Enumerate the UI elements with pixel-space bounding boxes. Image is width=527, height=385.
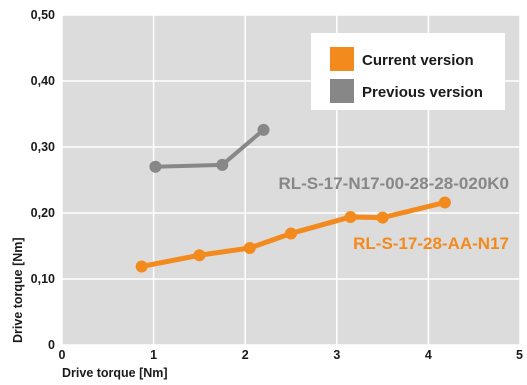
- y-tick-label: 0,50: [31, 8, 55, 22]
- data-point: [285, 227, 297, 240]
- data-point: [438, 196, 451, 209]
- data-point: [193, 249, 206, 262]
- data-point: [149, 160, 162, 173]
- series-previous: [149, 123, 270, 173]
- x-axis-ticks: 0 1 2 3 4 5: [59, 348, 524, 362]
- legend: Current version Previous version: [311, 33, 505, 110]
- series-label-previous: RL-S-17-N17-00-28-28-020K0: [278, 174, 509, 193]
- y-axis-ticks: 0 0,10 0,20 0,30 0,40 0,50: [31, 8, 55, 352]
- grid-lines: [61, 14, 521, 346]
- x-tick-label: 4: [425, 348, 432, 362]
- y-tick-label: 0,30: [31, 140, 55, 154]
- data-point: [216, 158, 229, 171]
- data-point: [257, 123, 270, 136]
- y-tick-label: 0: [48, 338, 55, 352]
- legend-label-current: Current version: [362, 52, 474, 69]
- data-point: [135, 260, 148, 273]
- y-tick-label: 0,10: [31, 272, 55, 286]
- legend-swatch-current: [330, 47, 354, 71]
- legend-label-previous: Previous version: [362, 84, 483, 101]
- y-axis-title: Drive torque [Nm]: [11, 237, 25, 343]
- data-point: [376, 211, 389, 224]
- x-tick-label: 3: [333, 348, 340, 362]
- data-point: [344, 210, 357, 223]
- x-tick-label: 2: [242, 348, 249, 362]
- x-tick-label: 0: [59, 348, 66, 362]
- series-current: [135, 196, 451, 273]
- y-tick-label: 0,20: [31, 206, 55, 220]
- data-point: [243, 241, 256, 254]
- y-tick-label: 0,40: [31, 74, 55, 88]
- x-axis-title: Drive torque [Nm]: [62, 366, 168, 380]
- legend-swatch-previous: [330, 79, 354, 103]
- x-tick-label: 1: [150, 348, 157, 362]
- series-layer: [135, 123, 451, 273]
- series-label-current: RL-S-17-28-AA-N17: [353, 234, 509, 253]
- x-tick-label: 5: [516, 348, 523, 362]
